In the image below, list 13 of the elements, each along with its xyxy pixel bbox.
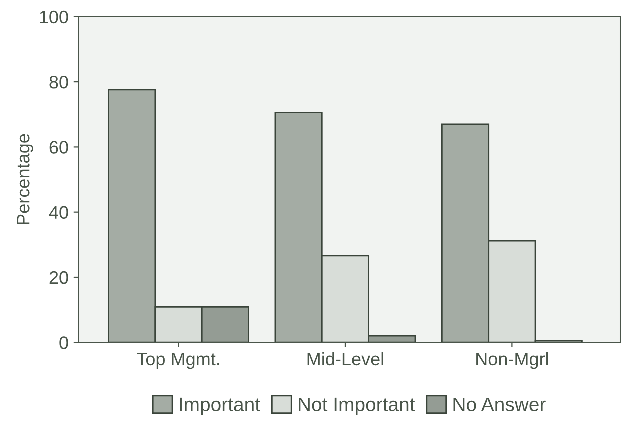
x-tick-label: Mid-Level bbox=[308, 352, 384, 366]
legend-label: Important bbox=[180, 398, 260, 416]
y-tick-label: 20 bbox=[50, 271, 68, 284]
x-tick-label: Non-Mgrl bbox=[476, 352, 548, 370]
legend-label: No Answer bbox=[454, 398, 546, 412]
legend-label: Not Important bbox=[299, 398, 416, 416]
x-tick-label: Top Mgmt. bbox=[137, 353, 220, 370]
y-tick-label: 0 bbox=[60, 336, 68, 350]
y-tick-label: 100 bbox=[40, 10, 68, 24]
y-tick-label: 60 bbox=[50, 141, 68, 154]
y-tick-label: 80 bbox=[50, 76, 68, 89]
y-axis-title: Percentage bbox=[17, 134, 34, 224]
y-tick-label: 40 bbox=[49, 206, 68, 220]
